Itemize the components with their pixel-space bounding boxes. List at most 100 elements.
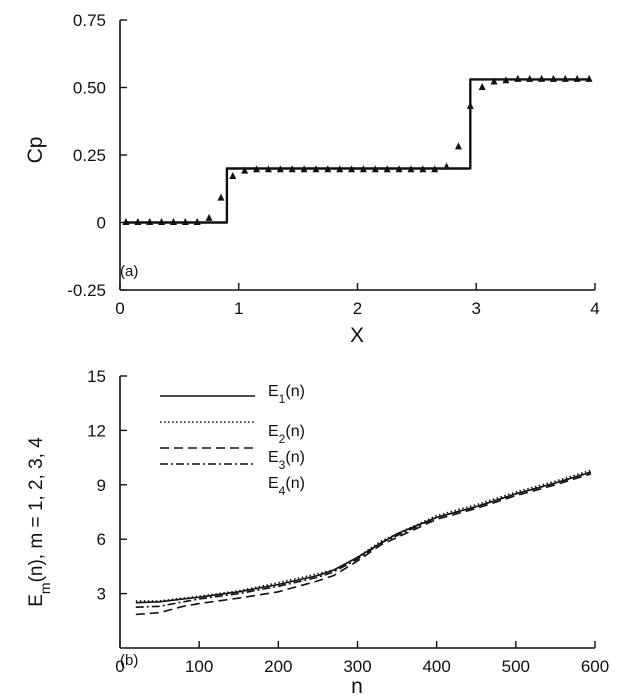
legend-label-base: E: [268, 475, 279, 492]
panel-b-y-axis-label-rest: (n), m = 1, 2, 3, 4: [26, 437, 47, 583]
legend-label: E3(n): [268, 449, 305, 472]
panel-b-y-axis-label-sub: m: [37, 582, 53, 594]
panel-a-data-point: [276, 165, 284, 173]
panel-b-x-tick-label: 100: [185, 657, 213, 676]
panel-a-data-point: [193, 217, 201, 225]
panel-a-data-point: [514, 74, 522, 82]
panel-a-y-tick-label: 0: [97, 214, 106, 233]
legend-item: E1(n): [160, 383, 305, 406]
legend-label-rest: (n): [285, 475, 305, 492]
panel-a-data-point: [454, 142, 462, 150]
panel-a-series-line-exact: [125, 78, 590, 224]
panel-a-data-point: [181, 217, 189, 225]
legend-label-base: E: [268, 423, 279, 440]
panel-a-data-point: [371, 165, 379, 173]
panel-a-data-point: [122, 217, 130, 225]
panel-a-data-point: [229, 172, 237, 180]
panel-a-data-point: [538, 74, 546, 82]
panel-a-x-tick-label: 4: [590, 299, 599, 318]
panel-a-y-axis-label: Cp: [24, 137, 47, 164]
panel-b-x-axis-label: n: [351, 675, 363, 697]
panel-a-data-point: [336, 165, 344, 173]
panel-b-x-tick-label: 600: [581, 657, 609, 676]
legend-label-base: E: [268, 449, 279, 466]
panel-a-data-point: [383, 165, 391, 173]
legend-label-rest: (n): [285, 449, 305, 466]
panel-a-x-axis-label: X: [350, 324, 364, 347]
panel-b-series-line-e2n: [135, 469, 592, 602]
legend-label-base: E: [268, 383, 279, 400]
panel-b-y-tick-label: 15: [87, 367, 106, 386]
panel-b-y-tick-label: 6: [97, 530, 106, 549]
legend-label-sub: 1: [279, 392, 286, 406]
panel-a-data-point: [419, 165, 427, 173]
panel-a-data-point: [146, 217, 154, 225]
panel-b-series-line-e4n: [135, 471, 592, 608]
panel-a-plot-area: 0 1 2 3 4 -0.25 0 0.25 0.50 0.75: [67, 11, 599, 318]
legend-item: E3(n): [160, 447, 305, 472]
panel-a-y-tick-label: -0.25: [67, 281, 106, 300]
panel-a-x-tick-label: 2: [353, 299, 362, 318]
panel-a-data-point: [217, 193, 225, 201]
panel-b-y-axis-label: Em(n), m = 1, 2, 3, 4: [26, 437, 53, 607]
panel-a-y-tick-label: 0.75: [73, 11, 106, 30]
panel-b-tag: (b): [120, 652, 138, 669]
panel-a-x-tick-label: 3: [472, 299, 481, 318]
panel-a-data-point: [431, 165, 439, 173]
panel-b-y-tick-label: 9: [97, 476, 106, 495]
panel-a-x-tick-label: 1: [234, 299, 243, 318]
legend-label-rest: (n): [285, 423, 305, 440]
panel-a-data-point: [407, 165, 415, 173]
panel-b-legend: E1(n)E2(n)E3(n)E4(n): [160, 383, 305, 498]
panel-a-data-point: [359, 165, 367, 173]
legend-item: E4(n): [268, 475, 305, 498]
panel-a-data-point: [490, 77, 498, 85]
legend-label: E1(n): [268, 383, 305, 406]
panel-a-data-point: [478, 82, 486, 90]
panel-b-series-line-e3n: [135, 473, 592, 616]
panel-a-data-point: [241, 166, 249, 174]
panel-b-x-tick-label: 0: [115, 657, 124, 676]
panel-a-data-point: [549, 74, 557, 82]
panel-b-series-line-e1n: [135, 471, 592, 604]
panel-a-data-point: [324, 165, 332, 173]
panel-a-x-tick-label: 0: [115, 299, 124, 318]
panel-a-tag: (a): [120, 263, 138, 280]
panel-a-data-point: [158, 217, 166, 225]
panel-a-y-tick-label: 0.50: [73, 79, 106, 98]
panel-a-data-point: [526, 74, 534, 82]
panel-a-data-point: [502, 76, 510, 84]
legend-label-sub: 4: [279, 484, 286, 498]
panel-a-data-point: [561, 74, 569, 82]
panel-a-cp-chart: 0 1 2 3 4 -0.25 0 0.25 0.50 0.75 (a) X Cp: [24, 11, 600, 347]
panel-a-data-point: [573, 74, 581, 82]
panel-a-data-point: [169, 217, 177, 225]
panel-a-y-tick-label: 0.25: [73, 146, 106, 165]
panel-b-y-tick-label: 12: [87, 421, 106, 440]
legend-label-sub: 3: [279, 458, 286, 472]
legend-item: E2(n): [160, 421, 305, 446]
legend-label: E4(n): [268, 475, 305, 498]
panel-a-data-point: [466, 101, 474, 109]
panel-a-data-point: [288, 165, 296, 173]
panel-a-data-point: [300, 165, 308, 173]
panel-a-data-point: [443, 162, 451, 170]
panel-a-data-point: [348, 165, 356, 173]
panel-a-data-point: [134, 217, 142, 225]
legend-label-sub: 2: [279, 432, 286, 446]
panel-b-y-tick-label: 3: [97, 585, 106, 604]
panel-a-data-point: [395, 165, 403, 173]
legend-label-rest: (n): [285, 383, 305, 400]
panel-b-x-tick-label: 300: [343, 657, 371, 676]
panel-a-data-point: [585, 74, 593, 82]
panel-a-data-point: [312, 165, 320, 173]
panel-b-x-tick-label: 500: [502, 657, 530, 676]
panel-b-x-tick-label: 400: [422, 657, 450, 676]
panel-a-data-point: [205, 213, 213, 221]
panel-a-data-point: [253, 165, 261, 173]
panel-b-y-axis-label-base: E: [26, 594, 47, 607]
legend-label: E2(n): [268, 423, 305, 446]
